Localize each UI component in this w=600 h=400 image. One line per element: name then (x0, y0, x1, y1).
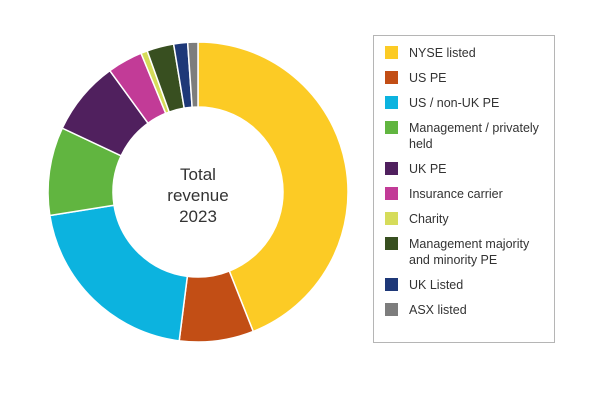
center-label-line-2: revenue (167, 186, 228, 205)
chart-legend: NYSE listed US PE US / non-UK PE Managem… (373, 35, 555, 343)
legend-label: Insurance carrier (409, 187, 503, 201)
legend-label: ASX listed (409, 303, 467, 317)
legend-label: Management / privately held (409, 121, 539, 151)
legend-label: UK Listed (409, 278, 464, 292)
legend-swatch (385, 46, 398, 59)
legend-item-uk-listed: UK Listed (385, 277, 546, 293)
legend-label: UK PE (409, 162, 447, 176)
legend-item-nyse-listed: NYSE listed (385, 45, 546, 61)
legend-swatch (385, 71, 398, 84)
legend-label: US PE (409, 71, 447, 85)
legend-item-insurance-carrier: Insurance carrier (385, 186, 546, 202)
legend-swatch (385, 187, 398, 200)
donut-slice-nyse-listed (197, 41, 349, 333)
legend-item-uk-pe: UK PE (385, 161, 546, 177)
center-label-line-3: 2023 (179, 207, 217, 226)
legend-label: NYSE listed (409, 46, 476, 60)
legend-swatch (385, 162, 398, 175)
legend-swatch (385, 212, 398, 225)
legend-item-asx-listed: ASX listed (385, 302, 546, 318)
legend-swatch (385, 96, 398, 109)
legend-label: Charity (409, 212, 449, 226)
center-label-line-1: Total (180, 165, 216, 184)
legend-swatch (385, 278, 398, 291)
donut-slices (47, 41, 349, 343)
legend-item-management-majority-minority-pe: Management majority and minority PE (385, 236, 546, 268)
legend-item-charity: Charity (385, 211, 546, 227)
donut-slice-asx-listed (186, 41, 199, 108)
legend-item-management-privately-held: Management / privately held (385, 120, 546, 152)
legend-swatch (385, 237, 398, 250)
legend-label: US / non-UK PE (409, 96, 500, 110)
legend-item-us-non-uk-pe: US / non-UK PE (385, 95, 546, 111)
legend-item-us-pe: US PE (385, 70, 546, 86)
legend-label: Management majority and minority PE (409, 237, 530, 267)
donut-slice-us-non-uk-pe (48, 204, 189, 342)
legend-swatch (385, 121, 398, 134)
legend-swatch (385, 303, 398, 316)
